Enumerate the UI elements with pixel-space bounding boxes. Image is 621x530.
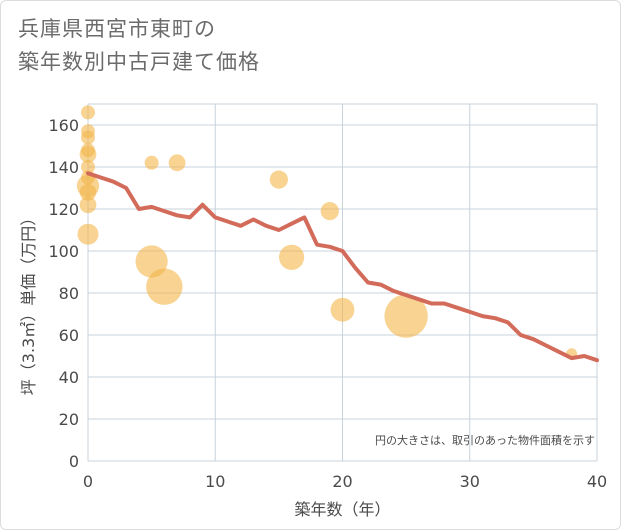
bubble-point [330,297,355,322]
bubble-point [81,160,95,174]
bubble-point [384,294,428,338]
bubble-point [146,268,183,305]
bubble-point [144,155,159,170]
y-tick-label: 0 [69,452,79,471]
x-tick-label: 10 [205,472,225,491]
y-tick-label: 20 [59,410,79,429]
bubble-point [320,202,339,221]
bubble-point [79,183,97,201]
bubble-point [269,170,288,189]
bubble-point [79,146,97,163]
y-tick-label: 80 [59,284,79,303]
x-tick-label: 30 [460,472,480,491]
trend-layer [86,171,599,363]
x-tick-label: 40 [587,472,607,491]
y-tick-label: 100 [48,242,79,261]
bubble-point [279,244,305,270]
y-tick-label: 120 [48,200,79,219]
y-tick-label: 160 [48,116,79,135]
y-axis-label: 坪（3.3㎡）単価（万円） [19,210,38,395]
x-tick-label: 0 [83,472,93,491]
chart-title-line2: 築年数別中古戸建て価格 [18,50,260,74]
bubble-layer [76,105,578,360]
y-tick-label: 60 [59,326,79,345]
x-tick-label: 20 [332,472,352,491]
chart-title-line1: 兵庫県西宮市東町の [18,17,216,41]
bubble-point [168,154,186,172]
average-price-line [86,171,599,363]
chart-title: 兵庫県西宮市東町の 築年数別中古戸建て価格 [18,13,260,79]
bubble-point [81,130,95,145]
bubble-size-note: 円の大きさは、取引のあった物件面積を示す [375,433,595,447]
y-tick-label: 40 [59,368,79,387]
bubble-point [77,223,99,245]
bubble-point [81,105,95,120]
bubble-point [79,196,97,214]
tick-labels: 0 20 40 60 80 100 120 140 160 0 10 20 30 40 [48,116,607,491]
y-tick-label: 140 [48,158,79,177]
x-axis-label: 築年数（年） [294,500,390,519]
